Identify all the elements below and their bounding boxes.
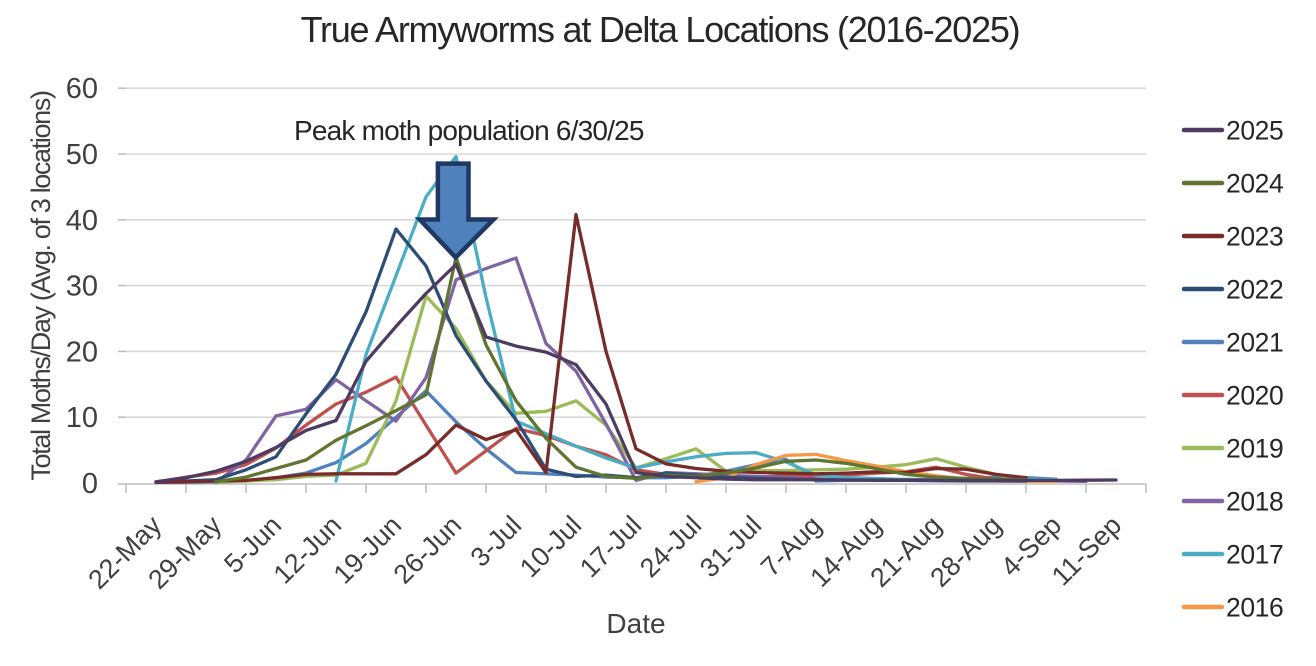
svg-text:2019: 2019 xyxy=(1226,434,1283,464)
svg-text:50: 50 xyxy=(66,139,98,171)
svg-text:20: 20 xyxy=(66,336,98,368)
svg-text:2020: 2020 xyxy=(1226,381,1283,411)
svg-text:60: 60 xyxy=(66,73,98,105)
svg-text:2023: 2023 xyxy=(1226,222,1283,252)
svg-text:2024: 2024 xyxy=(1226,169,1283,199)
svg-text:Date: Date xyxy=(606,608,665,639)
svg-text:2017: 2017 xyxy=(1226,540,1283,570)
svg-text:2022: 2022 xyxy=(1226,275,1283,305)
svg-text:2025: 2025 xyxy=(1226,116,1283,146)
svg-text:0: 0 xyxy=(82,468,98,500)
svg-text:2018: 2018 xyxy=(1226,487,1283,517)
svg-text:2021: 2021 xyxy=(1226,328,1283,358)
svg-text:2016: 2016 xyxy=(1226,593,1283,623)
svg-text:Peak moth population 6/30/25: Peak moth population 6/30/25 xyxy=(294,115,644,146)
svg-text:40: 40 xyxy=(66,205,98,237)
svg-text:Total Moths/Day (Avg. of 3 loc: Total Moths/Day (Avg. of 3 locations) xyxy=(26,91,56,481)
svg-text:True Armyworms at Delta Locati: True Armyworms at Delta Locations (2016-… xyxy=(301,9,1020,50)
svg-text:30: 30 xyxy=(66,271,98,303)
svg-text:10: 10 xyxy=(66,402,98,434)
